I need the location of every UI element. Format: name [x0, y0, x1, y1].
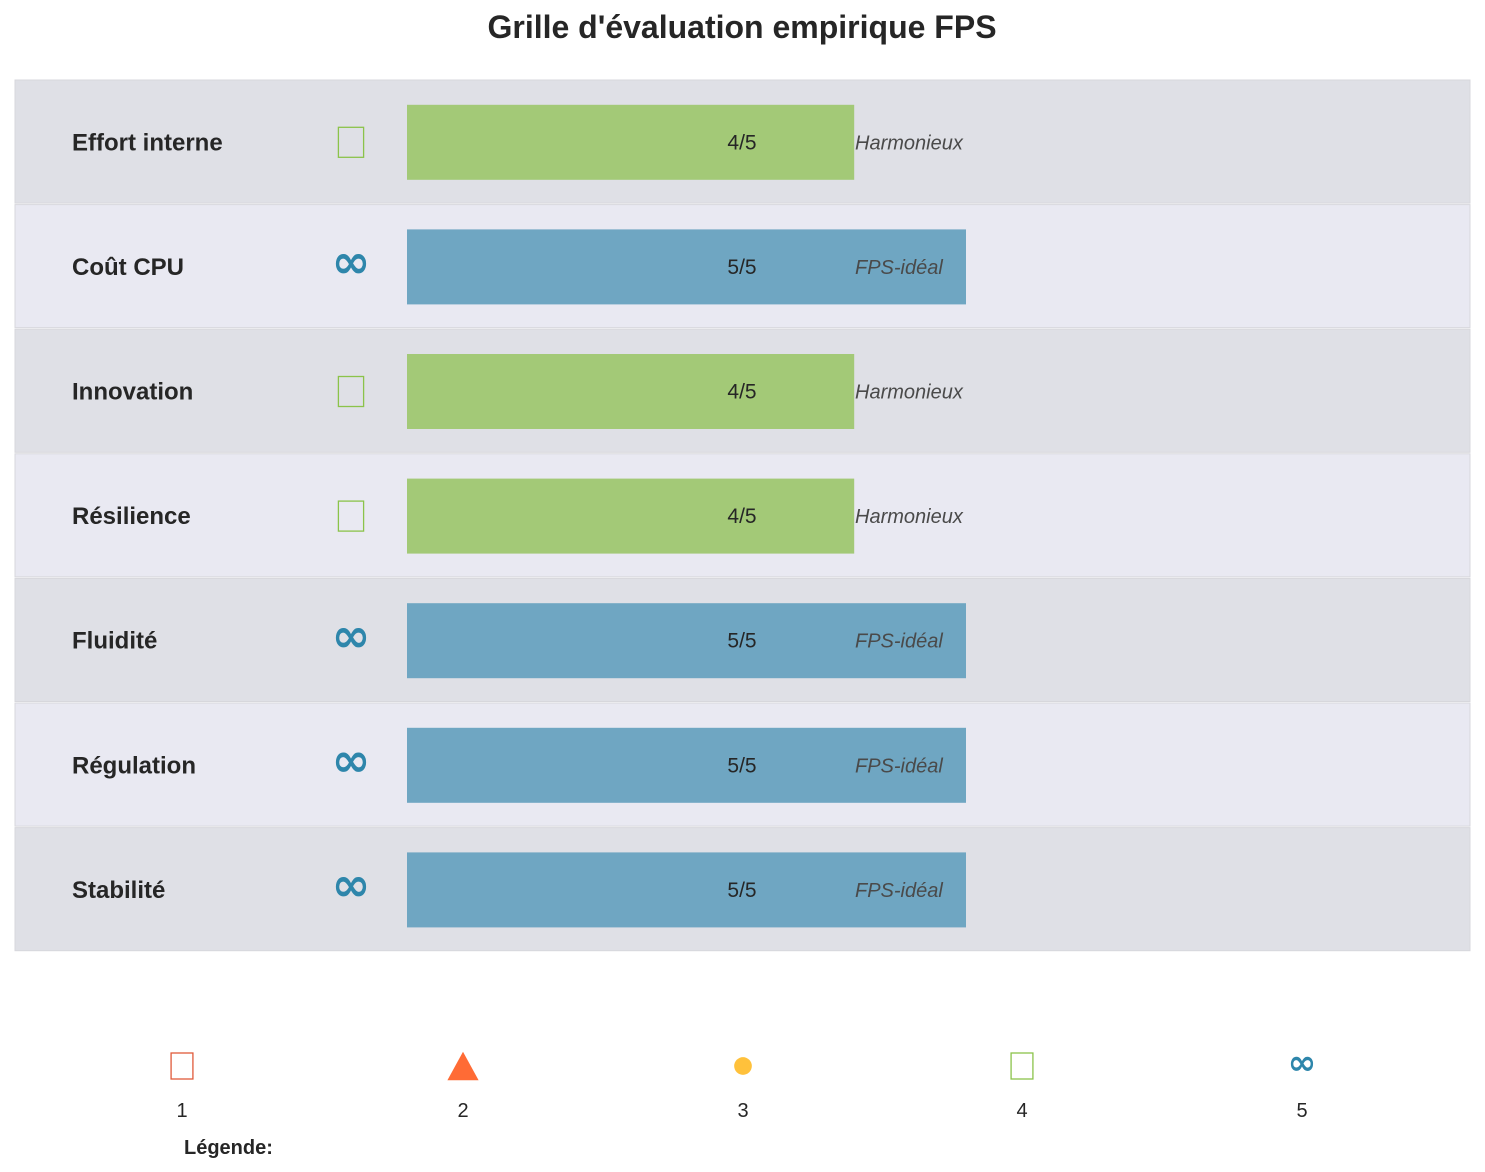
score-bar	[407, 727, 966, 803]
score-label: 5/5	[727, 630, 756, 653]
row-label: Stabilité	[72, 877, 165, 904]
score-label: 5/5	[727, 754, 756, 777]
score-bar	[407, 603, 966, 679]
score-bar	[407, 478, 855, 554]
legend-label: 2	[457, 1100, 468, 1122]
score-label: 5/5	[727, 256, 756, 279]
status-label: FPS-idéal	[855, 257, 943, 279]
legend-label: 4	[1016, 1100, 1027, 1122]
score-label: 5/5	[727, 879, 756, 902]
status-label: FPS-idéal	[855, 631, 943, 653]
legend-title: Légende:	[184, 1137, 273, 1159]
status-label: Harmonieux	[855, 382, 964, 404]
score-bar	[407, 852, 966, 928]
score-marker: ∞	[332, 609, 371, 663]
chart-title: Grille d'évaluation empirique FPS	[487, 9, 996, 45]
row-label: Innovation	[72, 379, 193, 406]
row-label: Effort interne	[72, 129, 223, 156]
legend-marker: ∞	[1288, 1043, 1316, 1083]
row-label: Régulation	[72, 752, 196, 779]
status-label: Harmonieux	[855, 132, 964, 154]
score-label: 4/5	[727, 131, 756, 154]
legend-marker	[170, 1052, 194, 1080]
status-label: FPS-idéal	[855, 755, 943, 777]
score-bar	[407, 354, 855, 429]
legend-marker	[734, 1057, 752, 1075]
status-label: Harmonieux	[855, 506, 964, 528]
legend: 1 2 3 4 ∞ 5 Légende:	[170, 1043, 1316, 1159]
row-label: Résilience	[72, 503, 191, 530]
legend-label: 1	[176, 1100, 187, 1122]
legend-label: 5	[1296, 1100, 1307, 1122]
score-marker	[337, 126, 365, 158]
status-label: FPS-idéal	[855, 880, 943, 902]
score-bar	[407, 229, 966, 305]
legend-label: 3	[737, 1100, 748, 1122]
row-label: Fluidité	[72, 628, 157, 655]
score-marker	[337, 375, 365, 408]
score-label: 4/5	[727, 381, 756, 404]
legend-marker	[447, 1051, 479, 1081]
score-label: 4/5	[727, 505, 756, 528]
score-marker: ∞	[332, 858, 371, 912]
score-marker: ∞	[332, 235, 371, 289]
score-bar	[407, 104, 855, 180]
score-marker: ∞	[332, 733, 371, 787]
rows-group: Effort interne 4/5 Harmonieux Coût CPU ∞ 5/5 F…	[14, 79, 1471, 952]
score-marker	[337, 500, 365, 532]
legend-marker	[1010, 1052, 1034, 1080]
row-label: Coût CPU	[72, 254, 184, 281]
